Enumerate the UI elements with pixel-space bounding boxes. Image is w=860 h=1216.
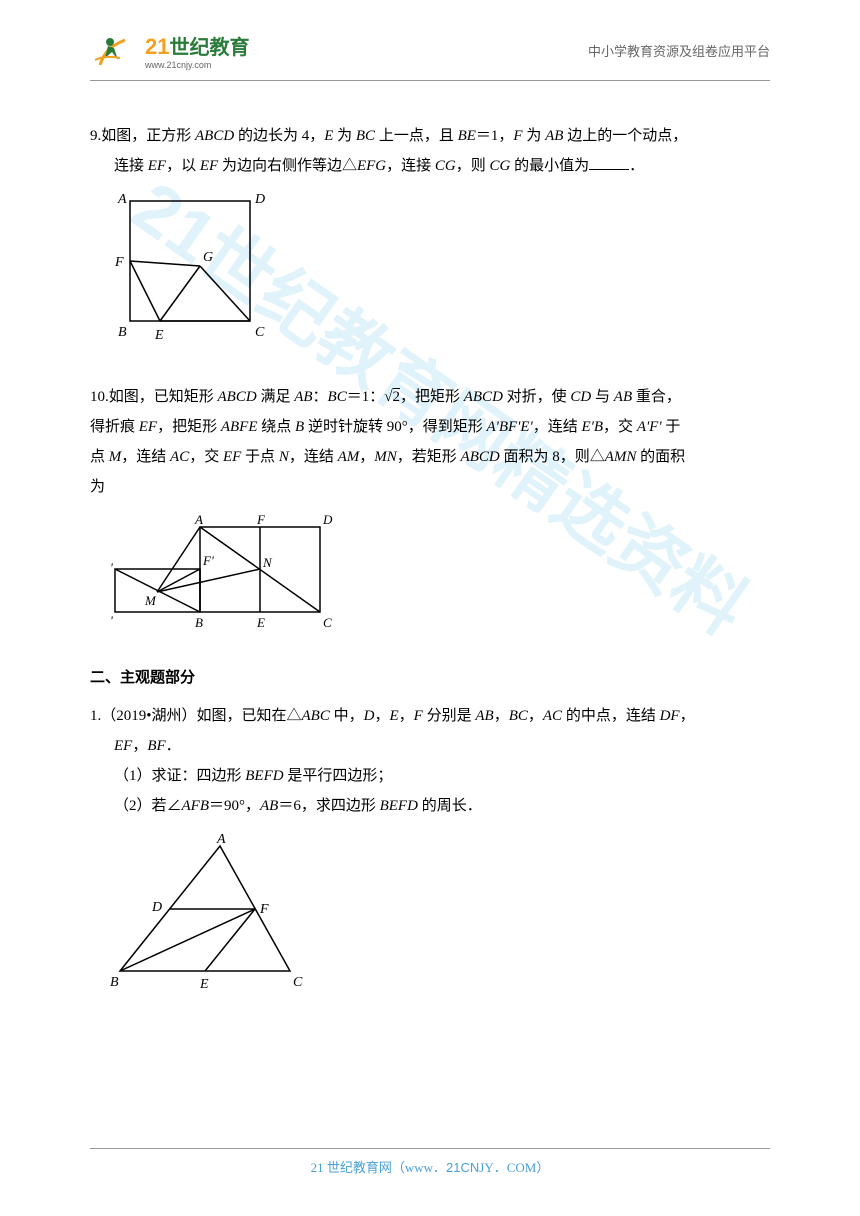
problem-9-line2: 连接 EF，以 EF 为边向右侧作等边△EFG，连接 CG，则 CG 的最小值为… — [90, 151, 770, 181]
content: 9.如图，正方形 ABCD 的边长为 4，E 为 BC 上一点，且 BE＝1，F… — [0, 121, 860, 1002]
svg-text:F: F — [114, 255, 124, 270]
svg-text:N: N — [262, 555, 273, 570]
svg-text:B: B — [110, 975, 119, 990]
s2-p1-line2: EF，BF． — [90, 731, 770, 761]
footer-divider — [90, 1148, 770, 1149]
header-divider — [90, 80, 770, 81]
svg-text:F: F — [259, 902, 269, 917]
problem-10: 10.如图，已知矩形 ABCD 满足 AB：BC＝1：√2，把矩形 ABCD 对… — [90, 382, 770, 643]
svg-text:G: G — [203, 250, 213, 265]
svg-text:F: F — [256, 512, 266, 527]
logo-icon — [90, 30, 140, 70]
s2-p1-sub2: （2）若∠AFB＝90°，AB＝6，求四边形 BEFD 的周长． — [90, 791, 770, 821]
s2-p1-diagram: A D F B E C — [110, 831, 770, 1002]
svg-text:C: C — [293, 975, 303, 990]
s2-p1-sub1: （1）求证：四边形 BEFD 是平行四边形； — [90, 761, 770, 791]
logo-url: www.21cnjy.com — [145, 60, 249, 70]
problem-10-line4: 为 — [90, 472, 770, 502]
section2-problem-1: 1.（2019•湖州）如图，已知在△ABC 中，D，E，F 分别是 AB，BC，… — [90, 701, 770, 1002]
svg-text:B: B — [195, 615, 203, 630]
problem-10-line3: 点 M，连结 AC，交 EF 于点 N，连结 AM，MN，若矩形 ABCD 面积… — [90, 442, 770, 472]
s2-p1-line1: 1.（2019•湖州）如图，已知在△ABC 中，D，E，F 分别是 AB，BC，… — [90, 701, 770, 731]
problem-10-line2: 得折痕 EF，把矩形 ABFE 绕点 B 逆时针旋转 90°，得到矩形 A'BF… — [90, 412, 770, 442]
header: 21世纪教育 www.21cnjy.com 中小学教育资源及组卷应用平台 — [0, 0, 860, 80]
svg-text:A: A — [194, 512, 203, 527]
svg-text:B: B — [118, 325, 127, 340]
problem-10-line1: 10.如图，已知矩形 ABCD 满足 AB：BC＝1：√2，把矩形 ABCD 对… — [90, 382, 770, 412]
footer-text: 21 世纪教育网（www．21CNJY．COM） — [311, 1160, 550, 1175]
svg-text:A: A — [216, 832, 226, 847]
problem-10-diagram: E' A F D F' N M A' B E C — [110, 512, 770, 643]
svg-text:D: D — [151, 900, 162, 915]
svg-text:A: A — [117, 192, 127, 207]
svg-text:F': F' — [202, 553, 214, 568]
svg-text:D: D — [322, 512, 333, 527]
svg-text:C: C — [323, 615, 332, 630]
header-right-text: 中小学教育资源及组卷应用平台 — [588, 41, 770, 60]
section-2-title: 二、主观题部分 — [90, 663, 770, 693]
svg-text:A': A' — [110, 613, 113, 628]
svg-text:E': E' — [110, 560, 113, 575]
svg-text:E: E — [199, 977, 209, 991]
logo: 21世纪教育 www.21cnjy.com — [90, 30, 249, 70]
problem-9: 9.如图，正方形 ABCD 的边长为 4，E 为 BC 上一点，且 BE＝1，F… — [90, 121, 770, 362]
svg-text:M: M — [144, 593, 157, 608]
svg-text:E: E — [154, 328, 164, 343]
problem-9-line1: 9.如图，正方形 ABCD 的边长为 4，E 为 BC 上一点，且 BE＝1，F… — [90, 121, 770, 151]
svg-text:D: D — [254, 192, 265, 207]
footer: 21 世纪教育网（www．21CNJY．COM） — [0, 1148, 860, 1176]
logo-main-text: 21世纪教育 — [145, 31, 249, 60]
svg-text:C: C — [255, 325, 265, 340]
svg-text:E: E — [256, 615, 265, 630]
logo-text-container: 21世纪教育 www.21cnjy.com — [145, 31, 249, 70]
problem-9-diagram: A D F G B E C — [110, 191, 770, 362]
